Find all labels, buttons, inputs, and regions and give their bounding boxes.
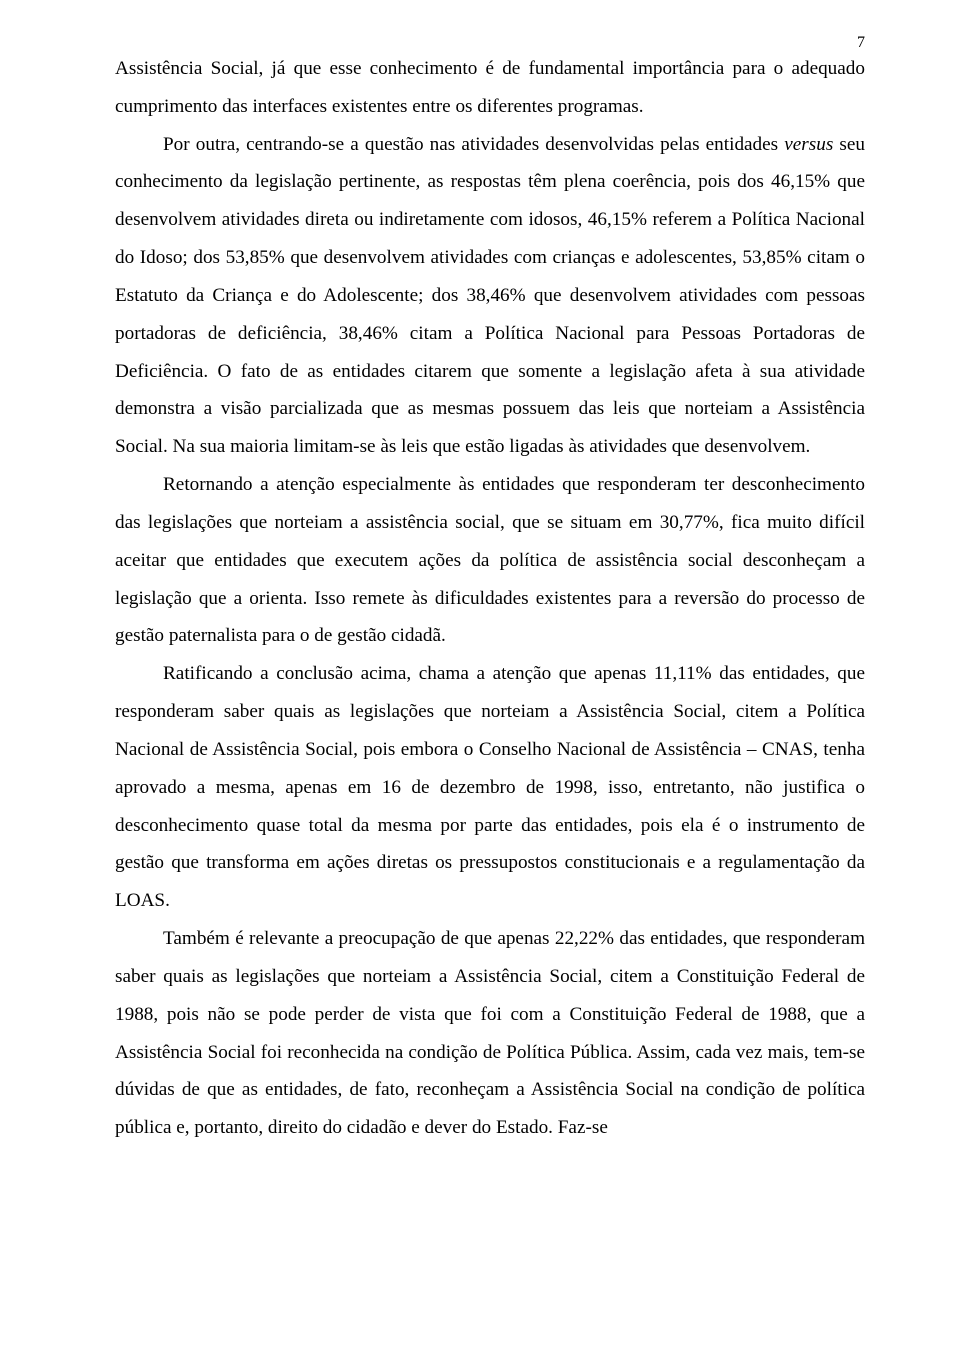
text-run: Retornando a atenção especialmente às en… [115, 474, 865, 646]
paragraph: Ratificando a conclusão acima, chama a a… [115, 655, 865, 920]
document-page: 7 Assistência Social, já que esse conhec… [0, 0, 960, 1357]
body-text-container: Assistência Social, já que esse conhecim… [115, 50, 865, 1147]
italic-run: versus [784, 134, 833, 155]
text-run: seu conhecimento da legislação pertinent… [115, 134, 865, 458]
page-number: 7 [857, 34, 865, 52]
text-run: Assistência Social, já que esse conhecim… [115, 58, 865, 117]
text-run: Por outra, centrando-se a questão nas at… [163, 134, 784, 155]
paragraph: Assistência Social, já que esse conhecim… [115, 50, 865, 126]
paragraph: Por outra, centrando-se a questão nas at… [115, 126, 865, 466]
paragraph: Retornando a atenção especialmente às en… [115, 466, 865, 655]
text-run: Ratificando a conclusão acima, chama a a… [115, 663, 865, 911]
paragraph: Também é relevante a preocupação de que … [115, 920, 865, 1147]
text-run: Também é relevante a preocupação de que … [115, 928, 865, 1138]
